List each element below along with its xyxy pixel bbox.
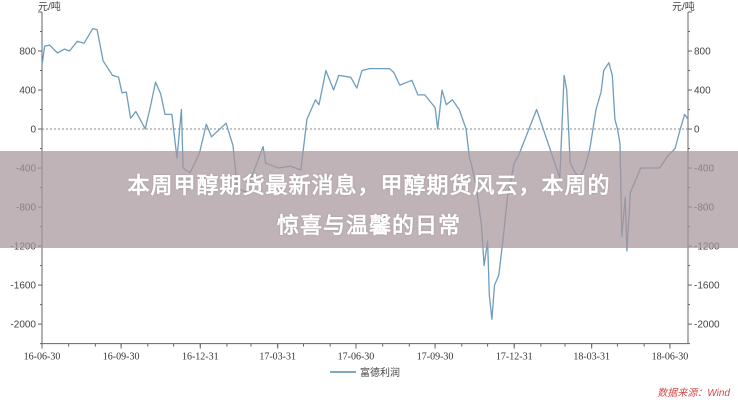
x-tick-label: 17-06-30: [338, 352, 375, 363]
x-tick-label: 16-09-30: [103, 352, 140, 363]
y-tick-label-right: 400: [694, 86, 711, 97]
y-tick-label-left: 800: [19, 47, 36, 58]
y-tick-label-left: 0: [30, 125, 36, 136]
y-tick-label-left: -1600: [10, 281, 36, 292]
legend-swatch: [330, 370, 356, 373]
title-banner: [0, 151, 738, 248]
y-tick-label-right: 800: [694, 47, 711, 58]
y-axis-unit-left: 元/吨: [38, 0, 61, 13]
legend: 富德利润: [330, 364, 400, 379]
series-line-0: [41, 27, 689, 320]
y-tick-label-left: -2000: [10, 320, 36, 331]
y-tick-label-right: -2000: [694, 320, 720, 331]
legend-label: 富德利润: [360, 368, 400, 379]
x-tick-label: 17-12-31: [496, 352, 533, 363]
y-axis-unit-right: 元/吨: [672, 0, 695, 13]
y-tick-label-right: -1600: [694, 281, 720, 292]
banner-title-line-2: 惊喜与温馨的日常: [276, 214, 461, 239]
y-tick-label-left: 400: [19, 86, 36, 97]
x-tick-label: 18-03-31: [573, 352, 610, 363]
x-tick-label: 18-06-30: [652, 352, 689, 363]
banner-title-line-1: 本周甲醇期货最新消息，甲醇期货风云，本周的: [127, 174, 611, 199]
x-tick-label: 17-03-31: [259, 352, 296, 363]
y-tick-label-right: 0: [694, 125, 700, 136]
x-tick-label: 17-09-30: [417, 352, 454, 363]
x-tick-label: 16-06-30: [24, 352, 61, 363]
x-tick-label: 16-12-31: [182, 352, 219, 363]
source-note: 数据来源：Wind: [657, 388, 730, 399]
